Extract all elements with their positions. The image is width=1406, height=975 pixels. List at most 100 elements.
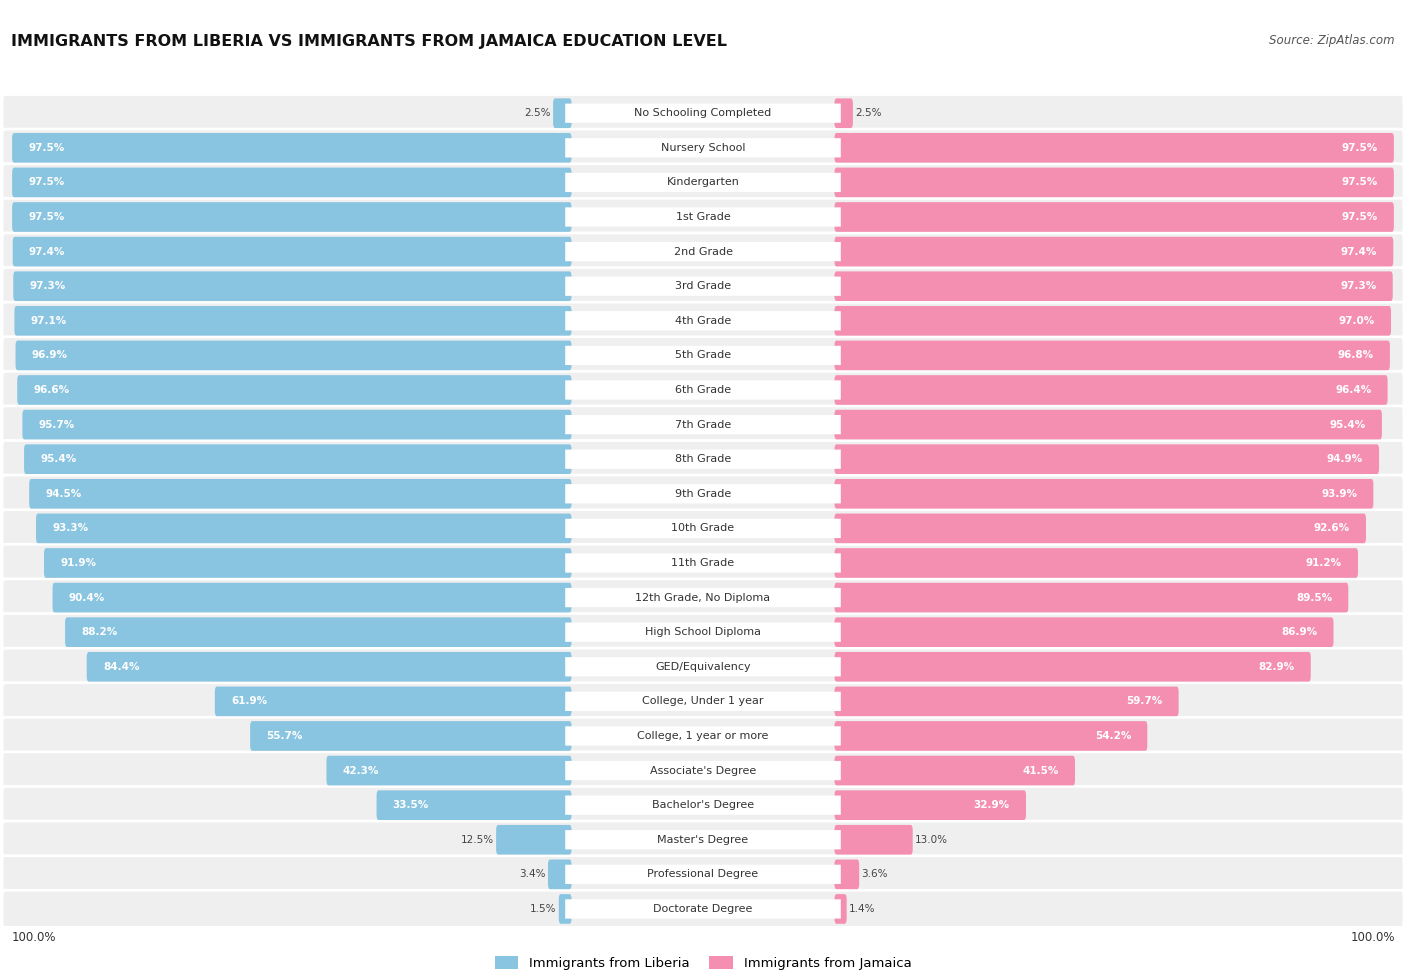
FancyBboxPatch shape (13, 202, 571, 232)
Text: 5th Grade: 5th Grade (675, 350, 731, 361)
FancyBboxPatch shape (565, 554, 841, 572)
Text: 100.0%: 100.0% (11, 931, 56, 944)
FancyBboxPatch shape (3, 613, 1403, 651)
Text: 1.5%: 1.5% (530, 904, 557, 914)
FancyBboxPatch shape (3, 752, 1403, 789)
FancyBboxPatch shape (835, 237, 1393, 266)
FancyBboxPatch shape (3, 718, 1403, 755)
Text: 96.8%: 96.8% (1337, 350, 1374, 361)
FancyBboxPatch shape (565, 760, 841, 780)
Text: 92.6%: 92.6% (1313, 524, 1350, 533)
Text: 4th Grade: 4th Grade (675, 316, 731, 326)
FancyBboxPatch shape (15, 340, 571, 370)
FancyBboxPatch shape (835, 894, 846, 923)
Text: 95.4%: 95.4% (41, 454, 76, 464)
FancyBboxPatch shape (3, 544, 1403, 582)
Text: 91.9%: 91.9% (60, 558, 96, 568)
Text: 97.5%: 97.5% (1341, 212, 1378, 222)
FancyBboxPatch shape (3, 406, 1403, 444)
Text: 54.2%: 54.2% (1095, 731, 1132, 741)
FancyBboxPatch shape (835, 410, 1382, 440)
FancyBboxPatch shape (3, 441, 1403, 478)
Text: 59.7%: 59.7% (1126, 696, 1163, 706)
Text: 2.5%: 2.5% (855, 108, 882, 118)
FancyBboxPatch shape (565, 103, 841, 123)
Text: 7th Grade: 7th Grade (675, 419, 731, 430)
Text: 100.0%: 100.0% (1350, 931, 1395, 944)
FancyBboxPatch shape (835, 375, 1388, 405)
Text: 9th Grade: 9th Grade (675, 488, 731, 499)
FancyBboxPatch shape (565, 622, 841, 642)
Text: 33.5%: 33.5% (392, 800, 429, 810)
FancyBboxPatch shape (558, 894, 571, 923)
FancyBboxPatch shape (565, 415, 841, 434)
FancyBboxPatch shape (835, 340, 1391, 370)
FancyBboxPatch shape (13, 133, 571, 163)
FancyBboxPatch shape (326, 756, 572, 786)
Text: 93.9%: 93.9% (1322, 488, 1357, 499)
FancyBboxPatch shape (565, 138, 841, 158)
Text: 12th Grade, No Diploma: 12th Grade, No Diploma (636, 593, 770, 603)
Text: 97.4%: 97.4% (30, 247, 65, 256)
Text: 10th Grade: 10th Grade (672, 524, 734, 533)
Text: 88.2%: 88.2% (82, 627, 118, 638)
FancyBboxPatch shape (565, 242, 841, 261)
FancyBboxPatch shape (13, 168, 571, 197)
FancyBboxPatch shape (565, 657, 841, 677)
FancyBboxPatch shape (3, 129, 1403, 167)
Text: 96.6%: 96.6% (34, 385, 69, 395)
Text: 97.0%: 97.0% (1339, 316, 1375, 326)
FancyBboxPatch shape (835, 583, 1348, 612)
FancyBboxPatch shape (13, 237, 571, 266)
FancyBboxPatch shape (3, 371, 1403, 409)
FancyBboxPatch shape (3, 856, 1403, 893)
Legend: Immigrants from Liberia, Immigrants from Jamaica: Immigrants from Liberia, Immigrants from… (489, 951, 917, 975)
Text: 1.4%: 1.4% (849, 904, 876, 914)
FancyBboxPatch shape (3, 233, 1403, 270)
Text: 3.4%: 3.4% (519, 870, 546, 879)
Text: GED/Equivalency: GED/Equivalency (655, 662, 751, 672)
FancyBboxPatch shape (52, 583, 571, 612)
Text: 95.4%: 95.4% (1330, 419, 1365, 430)
FancyBboxPatch shape (565, 449, 841, 469)
FancyBboxPatch shape (3, 682, 1403, 721)
FancyBboxPatch shape (835, 306, 1391, 335)
Text: College, Under 1 year: College, Under 1 year (643, 696, 763, 706)
Text: 97.5%: 97.5% (28, 212, 65, 222)
FancyBboxPatch shape (565, 173, 841, 192)
FancyBboxPatch shape (835, 202, 1393, 232)
Text: 12.5%: 12.5% (461, 835, 494, 844)
FancyBboxPatch shape (553, 98, 571, 128)
Text: IMMIGRANTS FROM LIBERIA VS IMMIGRANTS FROM JAMAICA EDUCATION LEVEL: IMMIGRANTS FROM LIBERIA VS IMMIGRANTS FR… (11, 34, 727, 49)
FancyBboxPatch shape (3, 821, 1403, 858)
Text: Professional Degree: Professional Degree (647, 870, 759, 879)
FancyBboxPatch shape (835, 133, 1393, 163)
FancyBboxPatch shape (835, 548, 1358, 578)
Text: Nursery School: Nursery School (661, 142, 745, 153)
FancyBboxPatch shape (3, 648, 1403, 685)
FancyBboxPatch shape (565, 208, 841, 226)
Text: 97.4%: 97.4% (1341, 247, 1376, 256)
Text: 61.9%: 61.9% (231, 696, 267, 706)
Text: 97.5%: 97.5% (1341, 142, 1378, 153)
Text: 2nd Grade: 2nd Grade (673, 247, 733, 256)
Text: Bachelor's Degree: Bachelor's Degree (652, 800, 754, 810)
Text: 95.7%: 95.7% (38, 419, 75, 430)
FancyBboxPatch shape (835, 652, 1310, 682)
FancyBboxPatch shape (377, 791, 571, 820)
Text: 97.1%: 97.1% (31, 316, 67, 326)
Text: 96.4%: 96.4% (1336, 385, 1371, 395)
FancyBboxPatch shape (3, 579, 1403, 616)
FancyBboxPatch shape (835, 98, 853, 128)
FancyBboxPatch shape (215, 686, 571, 717)
Text: 13.0%: 13.0% (915, 835, 948, 844)
FancyBboxPatch shape (3, 267, 1403, 305)
FancyBboxPatch shape (3, 475, 1403, 513)
FancyBboxPatch shape (250, 722, 572, 751)
FancyBboxPatch shape (835, 168, 1393, 197)
Text: 2.5%: 2.5% (524, 108, 551, 118)
Text: 3rd Grade: 3rd Grade (675, 281, 731, 292)
Text: College, 1 year or more: College, 1 year or more (637, 731, 769, 741)
Text: 84.4%: 84.4% (103, 662, 139, 672)
Text: 6th Grade: 6th Grade (675, 385, 731, 395)
